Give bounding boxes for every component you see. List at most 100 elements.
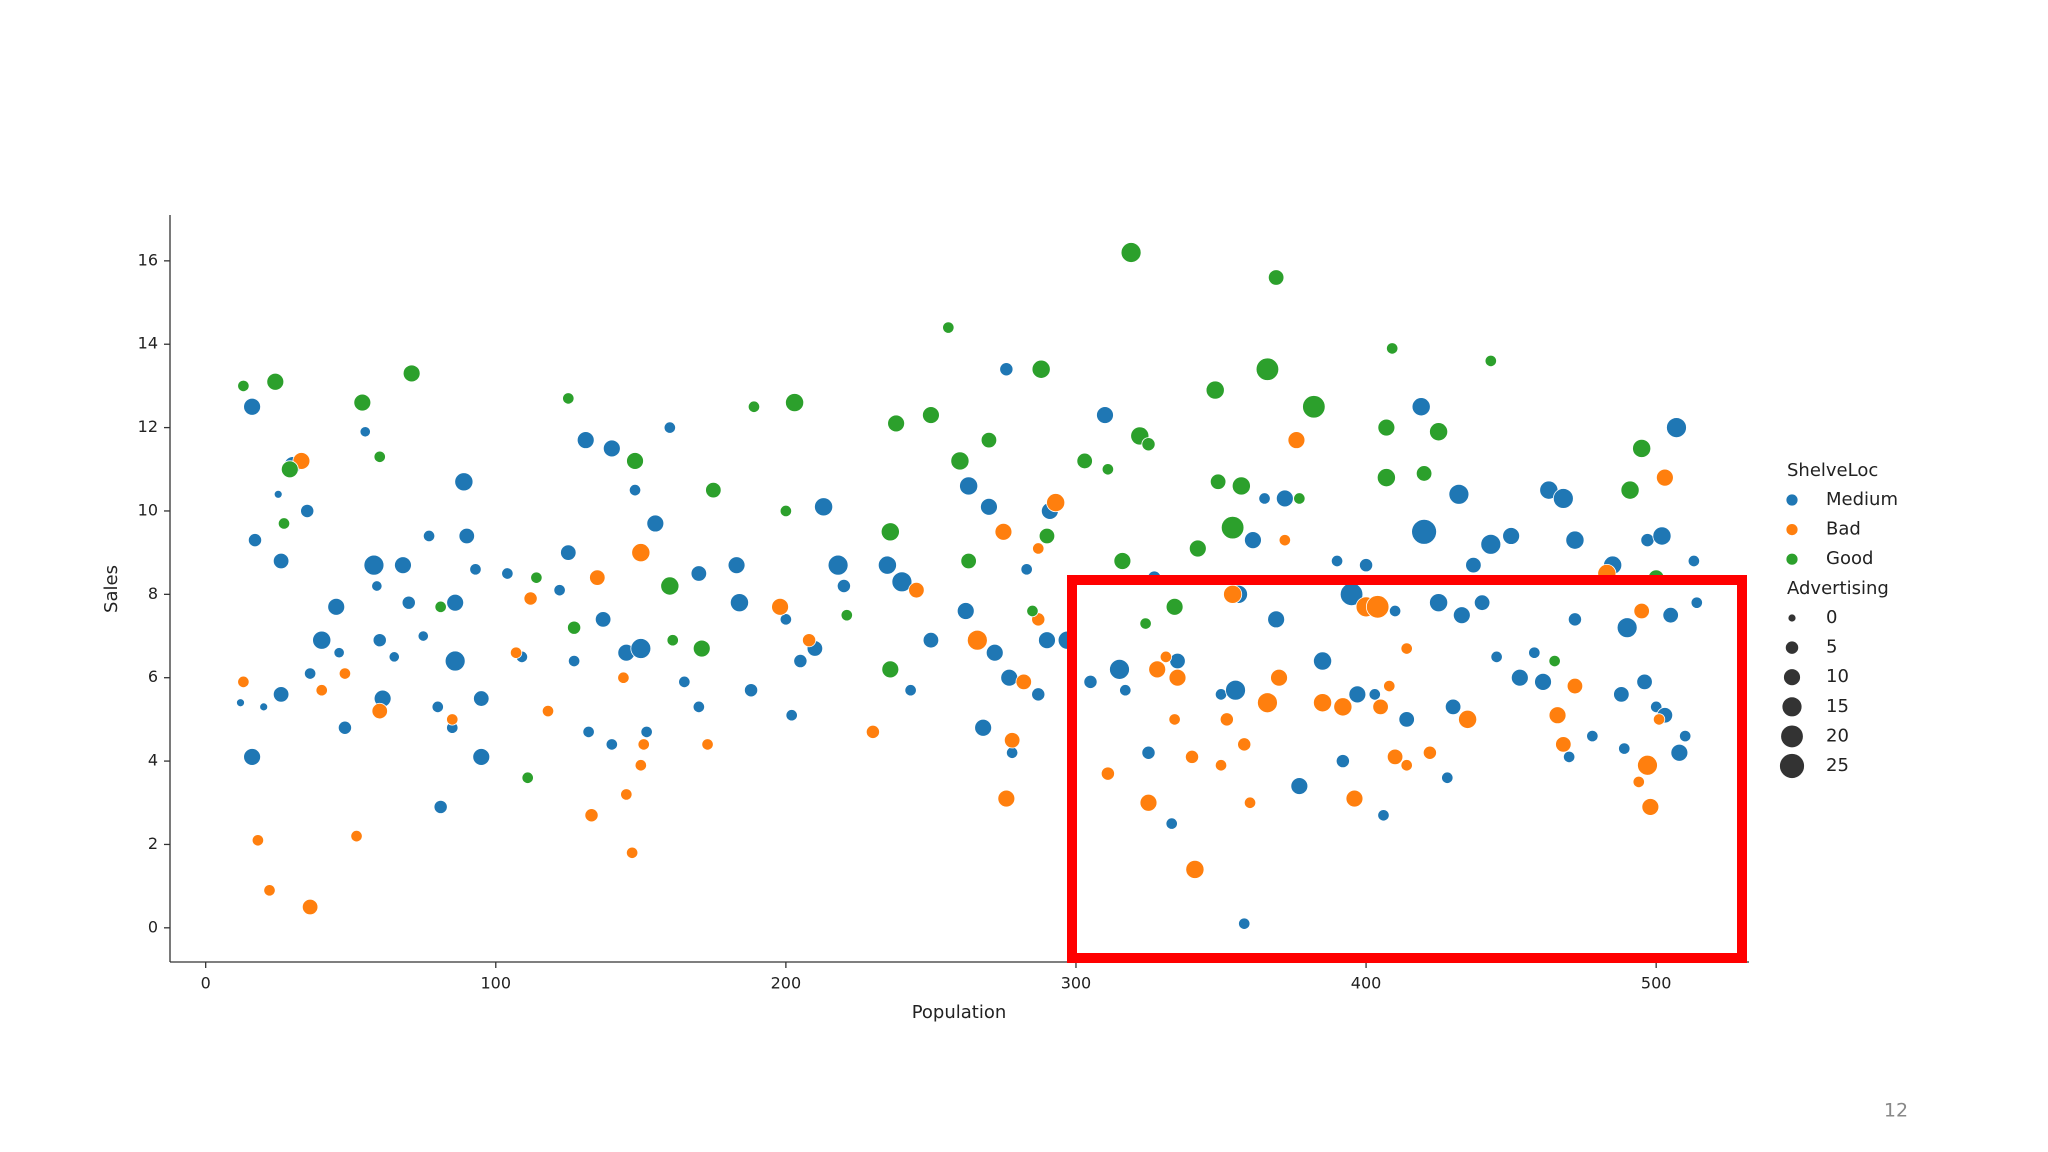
point	[666, 634, 679, 647]
point	[431, 700, 444, 714]
size-legend-label: 15	[1826, 696, 1849, 717]
size-legend-marker	[1781, 696, 1803, 718]
point	[315, 684, 328, 697]
point	[628, 483, 642, 497]
point	[1398, 711, 1415, 728]
point	[634, 759, 647, 772]
point	[1620, 480, 1640, 500]
point	[584, 808, 599, 823]
point	[272, 686, 290, 703]
point	[1267, 269, 1285, 286]
point	[266, 372, 285, 391]
point	[353, 393, 372, 412]
point	[802, 633, 817, 648]
x-tick-label: 100	[481, 974, 512, 993]
point	[980, 431, 998, 449]
point	[1411, 518, 1437, 545]
point	[1205, 380, 1225, 400]
x-tick-label: 0	[201, 974, 211, 993]
point	[950, 451, 970, 471]
point	[1026, 604, 1039, 618]
point	[1214, 759, 1228, 772]
point	[1275, 489, 1294, 508]
point	[509, 646, 523, 659]
point	[1302, 395, 1326, 419]
point	[433, 799, 448, 814]
point	[1267, 610, 1286, 629]
point	[1244, 531, 1262, 550]
point	[589, 569, 606, 586]
point	[1633, 602, 1650, 620]
point	[1666, 417, 1687, 438]
point	[1618, 742, 1631, 755]
point	[1237, 737, 1252, 752]
point	[1120, 242, 1142, 263]
point	[422, 529, 436, 543]
point	[1139, 617, 1152, 630]
y-tick-label: 14	[138, 334, 158, 353]
y-tick-label: 2	[148, 834, 158, 853]
point	[779, 504, 793, 518]
point	[401, 595, 416, 610]
point	[469, 563, 482, 576]
point	[371, 702, 388, 720]
point	[1690, 596, 1703, 609]
point	[272, 552, 290, 570]
point	[1293, 492, 1306, 505]
point	[1465, 556, 1482, 574]
point	[1484, 354, 1497, 368]
point	[1348, 685, 1367, 704]
point	[1365, 595, 1390, 619]
highlight-box	[1067, 575, 1747, 963]
point	[1113, 552, 1132, 570]
point	[1076, 452, 1093, 470]
point	[333, 647, 345, 659]
y-tick-label: 8	[148, 584, 158, 603]
point	[997, 789, 1016, 808]
point	[1006, 746, 1019, 759]
y-tick-label: 6	[148, 667, 158, 686]
y-tick-label: 4	[148, 751, 158, 770]
point	[1139, 793, 1158, 812]
point	[350, 829, 363, 843]
size-legend-marker	[1784, 640, 1800, 655]
point	[1490, 650, 1503, 663]
point	[959, 476, 979, 496]
point	[446, 593, 465, 612]
point	[1652, 713, 1666, 726]
point	[1223, 584, 1243, 604]
legend-marker	[1785, 493, 1799, 507]
point	[312, 630, 332, 650]
point	[1528, 646, 1541, 659]
point	[908, 581, 925, 599]
point	[663, 421, 676, 434]
point	[1148, 660, 1167, 679]
size-legend-title: Advertising	[1787, 578, 1889, 599]
size-legend-marker	[1787, 613, 1797, 623]
point	[1458, 709, 1478, 729]
point	[388, 651, 400, 663]
point	[1552, 488, 1574, 509]
point	[394, 556, 412, 575]
y-tick-label: 16	[138, 250, 158, 269]
point	[1386, 748, 1404, 766]
point	[1335, 754, 1350, 769]
point	[881, 660, 900, 679]
point	[1613, 686, 1630, 703]
point	[562, 392, 575, 405]
point	[1231, 476, 1251, 496]
point	[1000, 668, 1019, 687]
point	[1238, 917, 1251, 930]
point	[701, 738, 714, 751]
point	[1038, 527, 1056, 545]
point	[1679, 729, 1692, 743]
point	[1287, 431, 1306, 449]
point	[277, 517, 291, 530]
point	[1563, 750, 1576, 764]
point	[338, 667, 352, 680]
point	[1411, 397, 1431, 417]
point	[373, 450, 386, 463]
point	[705, 481, 722, 499]
point	[521, 771, 534, 784]
point	[1290, 777, 1309, 795]
